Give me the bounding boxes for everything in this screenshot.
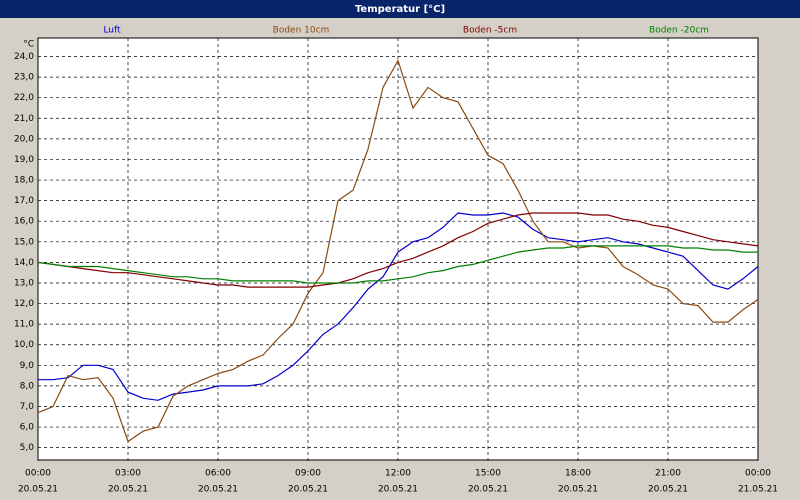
legend-entry: Boden -20cm (649, 26, 709, 36)
x-tick-label: 06:00 (205, 469, 231, 479)
y-tick-label: 9,0 (20, 361, 35, 371)
y-tick-label: 20,0 (14, 134, 34, 144)
series-line (37, 245, 758, 284)
y-tick-label: 12,0 (14, 299, 34, 309)
x-tick-label: 20.05.21 (378, 485, 418, 495)
x-tick-label: 20.05.21 (648, 485, 688, 495)
series-line (37, 59, 759, 443)
y-tick-label: 11,0 (14, 320, 34, 330)
y-tick-label: 17,0 (14, 196, 34, 206)
y-tick-label: 8,0 (20, 381, 35, 391)
x-tick-label: 18:00 (565, 469, 591, 479)
legend-entry: Boden 10cm (273, 26, 330, 36)
x-tick-label: 20.05.21 (468, 485, 508, 495)
x-tick-label: 21:00 (655, 469, 681, 479)
title-bar (0, 0, 800, 18)
y-tick-label: 19,0 (14, 155, 34, 165)
y-tick-label: 21,0 (14, 114, 34, 124)
x-tick-label: 15:00 (475, 469, 501, 479)
x-tick-label: 12:00 (385, 469, 411, 479)
x-tick-label: 20.05.21 (18, 485, 58, 495)
y-tick-label: 5,0 (20, 443, 35, 453)
x-tick-label: 09:00 (295, 469, 321, 479)
x-tick-label: 20.05.21 (198, 485, 238, 495)
y-tick-label: 23,0 (14, 73, 34, 83)
legend-entry: Luft (103, 26, 121, 36)
y-tick-label: 22,0 (14, 93, 34, 103)
y-tick-label: 10,0 (14, 340, 34, 350)
y-tick-label: 15,0 (14, 237, 34, 247)
x-tick-label: 03:00 (115, 469, 141, 479)
y-tick-label: 16,0 (14, 217, 34, 227)
y-unit: °C (23, 40, 34, 50)
series-line (37, 212, 759, 288)
chart-title: Temperatur [°C] (355, 4, 445, 15)
y-tick-label: 6,0 (20, 423, 35, 433)
legend-entry: Boden -5cm (463, 26, 517, 36)
x-tick-label: 00:00 (745, 469, 771, 479)
y-tick-label: 14,0 (14, 258, 34, 268)
series-line (38, 212, 759, 401)
y-tick-label: 13,0 (14, 278, 34, 288)
x-tick-label: 20.05.21 (108, 485, 148, 495)
x-tick-label: 20.05.21 (558, 485, 598, 495)
y-tick-label: 24,0 (14, 52, 34, 62)
y-tick-label: 18,0 (14, 176, 34, 186)
y-tick-label: 7,0 (20, 402, 35, 412)
x-tick-label: 00:00 (25, 469, 51, 479)
x-tick-label: 20.05.21 (288, 485, 328, 495)
x-tick-label: 21.05.21 (738, 485, 778, 495)
